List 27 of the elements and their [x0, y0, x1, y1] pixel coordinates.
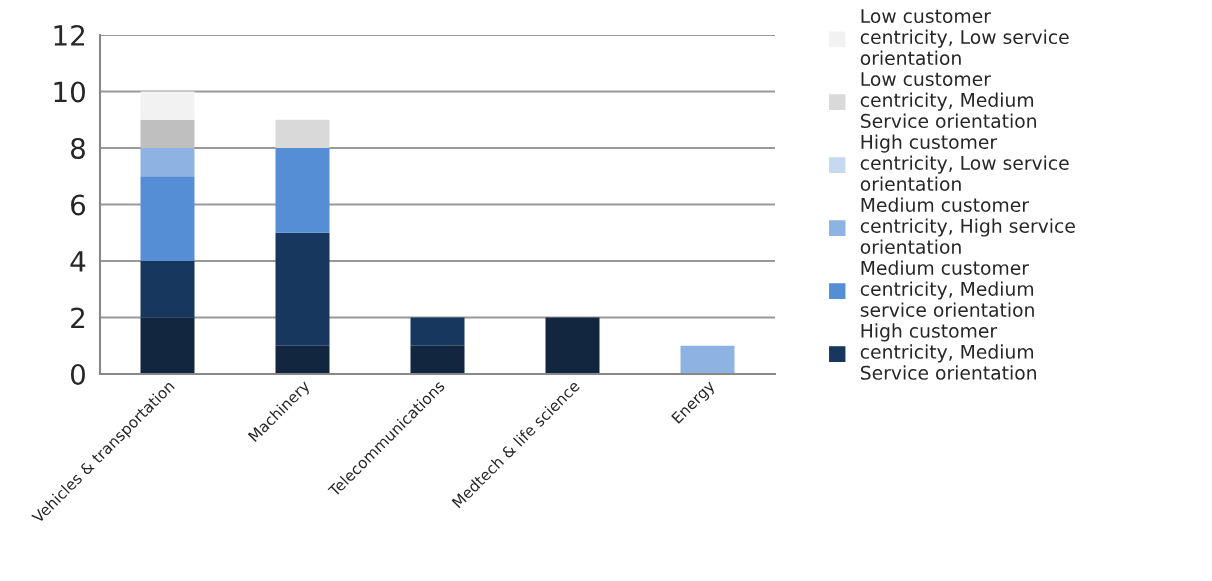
bar — [410, 345, 465, 374]
legend-label: High customer centricity, Medium Service orientation — [860, 323, 1036, 380]
bar — [140, 176, 195, 261]
y-tick-label: 12 — [54, 24, 85, 46]
bar — [140, 148, 195, 177]
bar — [680, 345, 735, 374]
bar — [545, 317, 600, 374]
legend-label: Low customer centricity, Medium Service orientation — [860, 72, 1036, 129]
legend-label: Medium customer centricity, Medium service orientation — [860, 260, 1034, 317]
bar — [140, 317, 195, 374]
y-tick-label: 8 — [71, 137, 85, 159]
legend-label: Low customer centricity, Low service orientation — [860, 9, 1069, 66]
y-tick-label: 2 — [71, 307, 85, 329]
bar — [275, 345, 330, 374]
y-tick-label: 0 — [70, 363, 85, 385]
y-tick-label: 4 — [70, 251, 86, 272]
bar — [140, 261, 195, 318]
bar — [275, 232, 330, 346]
bar — [410, 317, 465, 346]
legend-label: High customer centricity, Low service orientation — [860, 134, 1069, 192]
legend-label: Medium customer centricity, High service orientation — [860, 197, 1075, 254]
bar — [140, 119, 195, 148]
bar — [275, 119, 330, 148]
bar — [275, 148, 330, 233]
bar — [140, 91, 195, 120]
y-tick-label: 10 — [54, 81, 85, 103]
y-tick-label: 6 — [71, 194, 86, 216]
